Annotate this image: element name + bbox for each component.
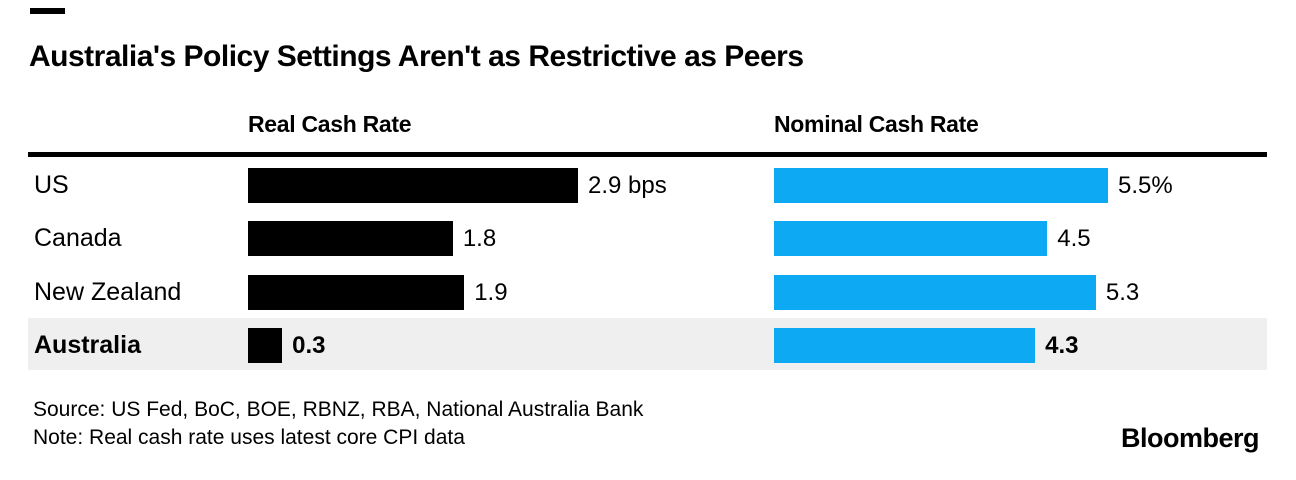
chart-row-new-zealand: New Zealand 1.9 5.3 [0,275,1296,310]
nominal-cash-rate-bar [774,221,1048,256]
chart-row-us: US 2.9 bps 5.5% [0,168,1296,203]
nominal-cash-rate-bar [774,168,1108,203]
nominal-cash-rate-bar [774,328,1036,363]
row-label: New Zealand [34,278,182,306]
column-header-nominal-cash-rate: Nominal Cash Rate [774,111,979,137]
real-cash-rate-bar [248,168,578,203]
real-cash-rate-value: 1.9 [474,279,508,306]
chart-title: Australia's Policy Settings Aren't as Re… [29,40,804,73]
chart-row-australia: Australia 0.3 4.3 [0,328,1296,363]
real-cash-rate-bar [248,221,453,256]
nominal-cash-rate-value: 4.5 [1057,225,1091,252]
chart-row-canada: Canada 1.8 4.5 [0,221,1296,256]
row-label: US [34,171,69,199]
row-label: Canada [34,224,122,252]
note-line: Note: Real cash rate uses latest core CP… [33,426,465,449]
real-cash-rate-value: 2.9 bps [588,172,667,199]
nominal-cash-rate-value: 5.5% [1118,172,1173,199]
nominal-cash-rate-bar [774,275,1096,310]
real-cash-rate-bar [248,328,283,363]
nominal-cash-rate-value: 5.3 [1105,279,1140,306]
real-cash-rate-value: 1.8 [462,225,497,252]
bloomberg-logo: Bloomberg [1120,423,1260,453]
australia-highlight-band [28,318,1267,370]
real-cash-rate-value: 0.3 [292,332,326,359]
nominal-cash-rate-value: 4.3 [1045,332,1079,359]
kicker-dash-icon [30,8,65,14]
row-label: Australia [34,331,141,359]
header-rule [28,152,1267,157]
column-header-real-cash-rate: Real Cash Rate [248,111,412,137]
source-line: Source: US Fed, BoC, BOE, RBNZ, RBA, Nat… [33,398,644,421]
real-cash-rate-bar [248,275,465,310]
